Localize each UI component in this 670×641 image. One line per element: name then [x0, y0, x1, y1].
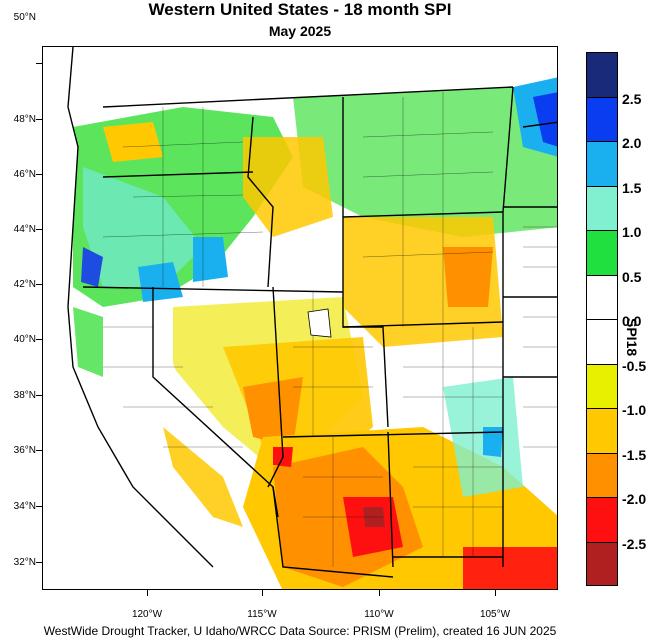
- map-title: Western United States - 18 month SPI: [148, 0, 452, 19]
- lon-tick: [495, 590, 496, 596]
- lon-label: 115°W: [247, 609, 277, 620]
- colorbar-label: -1.5: [622, 447, 647, 463]
- colorbar-segment: [587, 365, 617, 409]
- colorbar-label: 0.0: [622, 313, 642, 329]
- colorbar-segment: [587, 543, 617, 585]
- colorbar-label: 0.5: [622, 269, 642, 285]
- colorbar-label: 2.5: [622, 91, 642, 107]
- colorbar-segment: [587, 53, 617, 98]
- lat-label: 32°N: [13, 557, 36, 568]
- colorbar: [586, 52, 618, 586]
- lon-tick: [262, 590, 263, 596]
- lon-tick: [379, 590, 380, 596]
- map-subtitle: May 2025: [268, 23, 332, 39]
- lat-tick: [36, 506, 42, 507]
- lat-label: 38°N: [13, 390, 36, 401]
- footer-credit: WestWide Drought Tracker, U Idaho/WRCC D…: [43, 624, 557, 638]
- lat-label: 34°N: [13, 501, 36, 512]
- lat-label: 48°N: [13, 114, 36, 125]
- colorbar-label: -2.0: [622, 491, 647, 507]
- lat-label: 46°N: [13, 169, 36, 180]
- colorbar-segment: [587, 454, 617, 498]
- colorbar-segment: [587, 98, 617, 142]
- lat-label: 40°N: [13, 334, 36, 345]
- lat-tick: [36, 395, 42, 396]
- colorbar-segment: [587, 320, 617, 365]
- colorbar-title: SPI18: [624, 318, 640, 357]
- colorbar-label: -0.5: [622, 358, 647, 374]
- colorbar-segment: [587, 409, 617, 454]
- lat-label: 50°N: [13, 12, 36, 23]
- lat-tick: [36, 63, 42, 64]
- lat-tick: [36, 229, 42, 230]
- colorbar-label: 1.0: [622, 224, 642, 240]
- colorbar-label: -1.0: [622, 402, 647, 418]
- colorbar-segment: [587, 498, 617, 543]
- colorbar-segment: [587, 142, 617, 187]
- map-canvas: [43, 47, 557, 589]
- lat-tick: [36, 174, 42, 175]
- colorbar-segment: [587, 231, 617, 276]
- lat-tick: [36, 119, 42, 120]
- lat-tick: [36, 339, 42, 340]
- lon-label: 120°W: [131, 609, 163, 620]
- lon-label: 110°W: [364, 609, 394, 620]
- lat-tick: [36, 284, 42, 285]
- lat-label: 42°N: [13, 279, 36, 290]
- lon-label: 105°W: [479, 609, 511, 620]
- lat-tick: [36, 450, 42, 451]
- colorbar-label: 2.0: [622, 135, 642, 151]
- colorbar-label: -2.5: [622, 536, 647, 552]
- lat-label: 36°N: [13, 445, 36, 456]
- lon-tick: [147, 590, 148, 596]
- colorbar-label: 1.5: [622, 180, 642, 196]
- lat-label: 44°N: [13, 224, 36, 235]
- colorbar-segment: [587, 276, 617, 320]
- colorbar-segment: [587, 187, 617, 231]
- lat-tick: [36, 562, 42, 563]
- spi-map: [42, 46, 558, 590]
